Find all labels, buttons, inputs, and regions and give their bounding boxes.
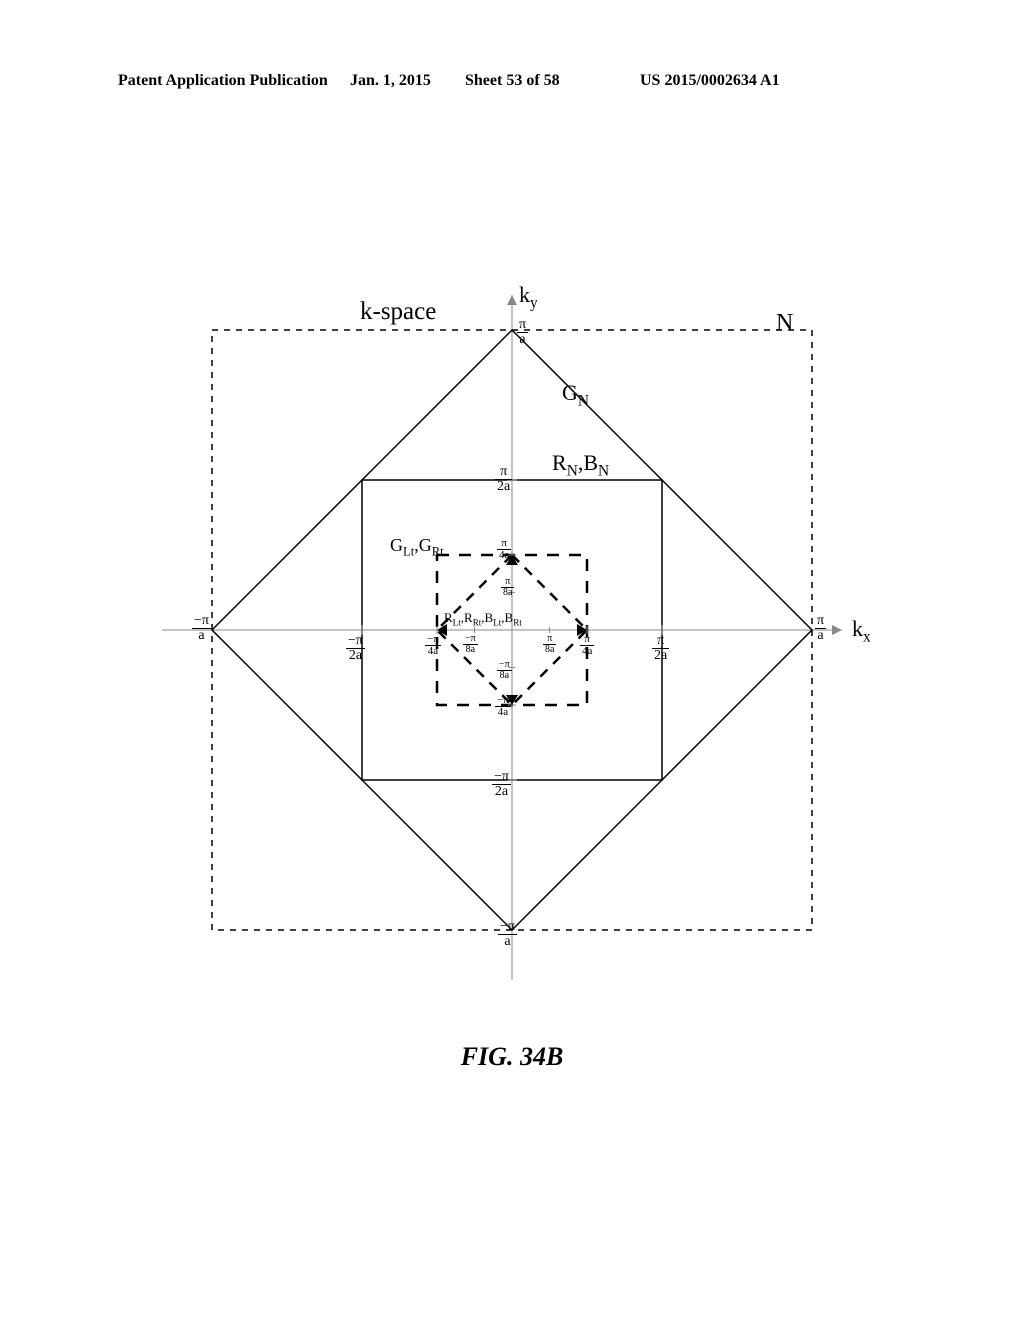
tick-x-negpi-over-a: −πa	[192, 614, 211, 643]
tick-y-pi-over-a: πa	[517, 318, 528, 347]
header-date: Jan. 1, 2015	[350, 72, 431, 90]
header-sheet: Sheet 53 of 58	[465, 72, 560, 90]
label-GN: GN	[562, 380, 589, 410]
tick-x-pi-over-8a: π8a	[543, 634, 556, 655]
tick-y-pi-over-8a: π8a	[501, 577, 514, 598]
tick-x-pi-over-2a: π2a	[652, 634, 669, 663]
tick-y-pi-over-4a: π4a	[497, 538, 511, 561]
label-GLtGRt: GLt,GRt	[390, 535, 444, 560]
x-axis-arrow	[832, 625, 842, 635]
header-pubnum: US 2015/0002634 A1	[640, 72, 780, 90]
label-inner-rltrrt: RLt,RRt,BLt,BRt	[444, 610, 522, 628]
tick-x-negpi-over-2a: −π2a	[346, 634, 365, 663]
tick-x-negpi-over-8a: −π8a	[463, 634, 478, 655]
kspace-diagram: k-space ky kx N GN RN,BN GLt,GRt RLt,RRt…	[162, 280, 862, 980]
tick-y-negpi-over-8a: −π8a	[497, 660, 512, 681]
axis-label-ky: ky	[519, 282, 538, 312]
tick-y-negpi-over-a: −πa	[498, 920, 517, 949]
diagram-svg	[162, 280, 862, 980]
axis-label-kx: kx	[852, 616, 871, 646]
tick-y-pi-over-2a: π2a	[495, 465, 512, 494]
header-publication: Patent Application Publication	[118, 72, 328, 90]
tick-x-pi-over-a: πa	[815, 614, 826, 643]
label-RNBN: RN,BN	[552, 450, 609, 480]
kspace-label: k-space	[360, 298, 436, 326]
tick-y-negpi-over-4a: −π4a	[495, 695, 511, 718]
label-N: N	[776, 310, 793, 337]
tick-x-pi-over-4a: π4a	[580, 634, 594, 657]
y-axis-arrow	[507, 295, 517, 305]
figure-caption: FIG. 34B	[0, 1042, 1024, 1072]
tick-y-negpi-over-2a: −π2a	[492, 770, 511, 799]
tick-x-negpi-over-4a: −π4a	[425, 634, 441, 657]
